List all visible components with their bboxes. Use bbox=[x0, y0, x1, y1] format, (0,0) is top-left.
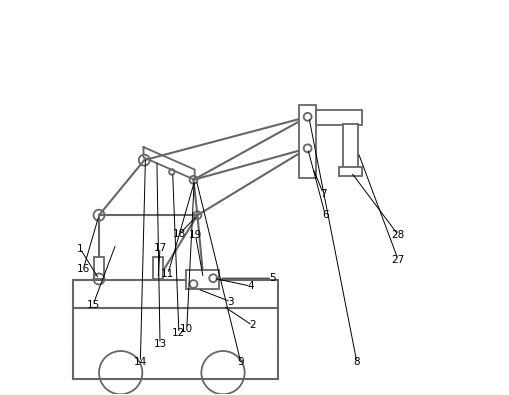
Text: 13: 13 bbox=[153, 339, 166, 349]
Text: 5: 5 bbox=[269, 273, 275, 283]
Text: 16: 16 bbox=[77, 264, 90, 274]
Text: 27: 27 bbox=[391, 255, 405, 265]
Text: 18: 18 bbox=[173, 229, 186, 239]
Bar bbox=[73, 280, 278, 308]
Text: 11: 11 bbox=[161, 269, 175, 279]
Text: 6: 6 bbox=[322, 210, 329, 220]
Bar bbox=[73, 308, 278, 378]
Text: 9: 9 bbox=[237, 357, 244, 367]
Text: 12: 12 bbox=[173, 328, 186, 338]
Text: 28: 28 bbox=[391, 230, 405, 240]
Text: 17: 17 bbox=[153, 243, 166, 253]
Bar bbox=[316, 110, 361, 125]
Bar bbox=[186, 270, 219, 289]
Text: 4: 4 bbox=[247, 281, 254, 291]
Text: 15: 15 bbox=[87, 299, 100, 310]
Bar bbox=[339, 167, 362, 176]
Text: 8: 8 bbox=[354, 357, 360, 367]
Text: 10: 10 bbox=[180, 324, 193, 333]
Bar bbox=[153, 257, 163, 279]
Text: 3: 3 bbox=[228, 297, 234, 307]
Bar bbox=[299, 105, 316, 178]
Text: 7: 7 bbox=[320, 188, 327, 199]
Text: 2: 2 bbox=[249, 320, 256, 331]
Text: 19: 19 bbox=[189, 230, 202, 240]
Bar bbox=[94, 257, 104, 279]
Bar bbox=[343, 124, 358, 168]
Text: 1: 1 bbox=[77, 244, 83, 254]
Text: 14: 14 bbox=[134, 357, 147, 367]
